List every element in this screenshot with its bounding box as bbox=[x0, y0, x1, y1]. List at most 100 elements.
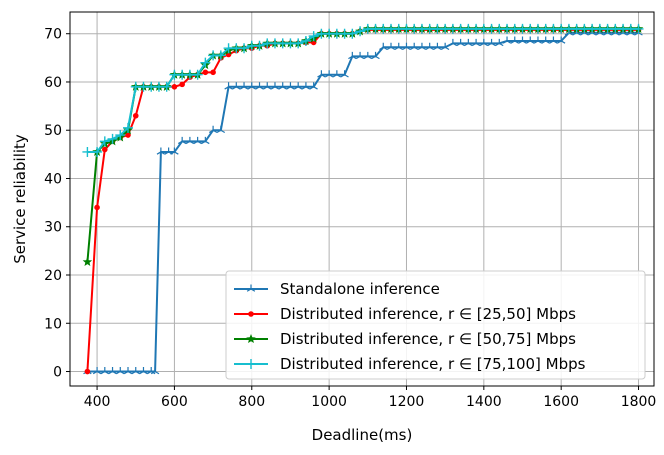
data-point bbox=[549, 36, 558, 44]
data-point bbox=[487, 38, 496, 47]
x-tick-label: 1000 bbox=[311, 394, 347, 410]
y-tick-label: 70 bbox=[44, 27, 62, 43]
data-point bbox=[541, 36, 550, 44]
data-point bbox=[161, 81, 172, 92]
data-point bbox=[471, 38, 481, 47]
data-point bbox=[202, 69, 209, 76]
data-point bbox=[99, 136, 110, 147]
y-tick-label: 40 bbox=[44, 171, 62, 187]
x-tick-label: 1400 bbox=[466, 394, 502, 410]
data-point bbox=[340, 70, 349, 78]
series-layer bbox=[82, 23, 644, 375]
data-point bbox=[394, 42, 403, 50]
data-point bbox=[116, 367, 125, 375]
data-point bbox=[82, 146, 93, 157]
legend-entry: Distributed inference, r ∈ [50,75] Mbps bbox=[234, 330, 576, 348]
data-point bbox=[526, 36, 535, 44]
data-point bbox=[102, 146, 108, 153]
data-point bbox=[100, 367, 110, 375]
plot-frame bbox=[69, 11, 655, 387]
data-point bbox=[92, 146, 103, 157]
data-point bbox=[502, 36, 512, 44]
data-point bbox=[239, 43, 250, 54]
data-point bbox=[518, 36, 527, 44]
x-axis-label: Deadline(ms) bbox=[312, 426, 413, 444]
data-point bbox=[402, 42, 411, 50]
data-point bbox=[440, 42, 450, 50]
data-point bbox=[150, 367, 160, 375]
x-tick-label: 1800 bbox=[621, 394, 657, 410]
legend-swatch-marker bbox=[248, 311, 254, 317]
data-point bbox=[633, 23, 644, 34]
data-point bbox=[293, 38, 304, 49]
x-tick-label: 400 bbox=[84, 394, 111, 410]
series-3 bbox=[82, 23, 644, 267]
data-point bbox=[448, 38, 458, 47]
legend-entry: Distributed inference, r ∈ [25,50] Mbps bbox=[234, 305, 576, 323]
data-point bbox=[278, 82, 287, 90]
data-point bbox=[232, 82, 241, 90]
data-point bbox=[108, 367, 117, 375]
data-point bbox=[92, 367, 102, 375]
data-point bbox=[263, 82, 272, 90]
data-point bbox=[247, 82, 256, 90]
axis-ticks: 400 600 800 1000 1200 1400 1600 1800 0 10 20 30 40 50… bbox=[44, 27, 656, 410]
y-tick-label: 30 bbox=[44, 220, 62, 236]
legend-label: Distributed inference, r ∈ [75,100] Mbps bbox=[280, 355, 586, 373]
y-tick-label: 60 bbox=[44, 75, 62, 91]
y-tick-label: 50 bbox=[44, 123, 62, 139]
data-point bbox=[200, 57, 211, 68]
data-point bbox=[185, 136, 195, 145]
data-point bbox=[317, 70, 326, 78]
data-point bbox=[301, 82, 311, 90]
legend-swatch-marker bbox=[246, 284, 256, 292]
data-point bbox=[192, 69, 203, 80]
x-tick-label: 1200 bbox=[389, 394, 425, 410]
data-point bbox=[456, 38, 465, 47]
data-point bbox=[131, 367, 140, 375]
legend-swatch-marker bbox=[246, 359, 256, 369]
data-point bbox=[224, 82, 233, 90]
data-point bbox=[239, 82, 249, 90]
data-point bbox=[308, 31, 319, 42]
data-point bbox=[170, 147, 179, 155]
legend-label: Distributed inference, r ∈ [50,75] Mbps bbox=[280, 330, 576, 348]
data-point bbox=[210, 69, 216, 76]
data-point bbox=[309, 82, 318, 90]
data-point bbox=[464, 38, 473, 47]
data-point bbox=[332, 70, 342, 78]
data-point bbox=[115, 130, 126, 141]
data-point bbox=[355, 51, 365, 60]
data-point bbox=[363, 51, 373, 60]
series-1 bbox=[83, 28, 643, 375]
data-point bbox=[123, 122, 134, 133]
data-point bbox=[556, 36, 566, 44]
data-point bbox=[286, 82, 295, 90]
data-point bbox=[425, 42, 434, 50]
data-point bbox=[410, 42, 419, 50]
data-point bbox=[379, 42, 388, 50]
grid-lines bbox=[70, 12, 654, 386]
data-point bbox=[479, 38, 489, 47]
legend-swatch-marker bbox=[246, 334, 256, 344]
data-point bbox=[208, 125, 218, 133]
data-point bbox=[94, 204, 100, 211]
data-point bbox=[123, 367, 133, 375]
data-point bbox=[179, 81, 185, 88]
data-point bbox=[348, 51, 357, 60]
data-point bbox=[156, 147, 166, 155]
data-point bbox=[270, 82, 280, 90]
legend-label: Distributed inference, r ∈ [25,50] Mbps bbox=[280, 305, 576, 323]
legend-box bbox=[225, 270, 646, 380]
data-point bbox=[82, 256, 93, 267]
y-tick-label: 10 bbox=[44, 316, 62, 332]
data-point bbox=[324, 70, 334, 78]
data-point bbox=[201, 136, 210, 145]
y-tick-label: 20 bbox=[44, 268, 62, 284]
legend: Standalone inference Distributed inferenc… bbox=[225, 270, 646, 380]
series-line bbox=[87, 27, 639, 153]
data-point bbox=[177, 136, 187, 145]
data-point bbox=[386, 42, 396, 50]
legend-label: Standalone inference bbox=[280, 280, 440, 298]
